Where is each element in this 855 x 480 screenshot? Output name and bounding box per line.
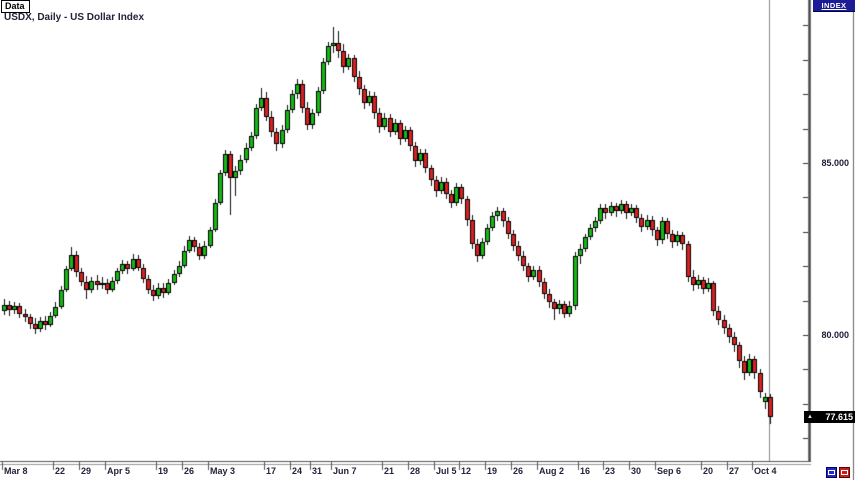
- date-tick-label: Mar 8: [4, 466, 28, 476]
- index-button[interactable]: INDEX: [813, 0, 855, 12]
- date-tick-label: Aug 2: [539, 466, 565, 476]
- date-tick-label: May 3: [210, 466, 236, 476]
- chart-title: USDX, Daily - US Dollar Index: [4, 12, 145, 23]
- date-tick-label: 29: [81, 466, 92, 476]
- date-tick-label: Jul 5: [436, 466, 457, 476]
- date-tick-label: 12: [461, 466, 472, 476]
- date-tick-label: Sep 6: [657, 466, 682, 476]
- date-tick-label: 22: [55, 466, 66, 476]
- date-tick-label: 24: [292, 466, 303, 476]
- date-tick-label: 31: [312, 466, 323, 476]
- date-tick-label: 21: [384, 466, 395, 476]
- price-axis-label: 80.000: [821, 330, 849, 340]
- horizontal-slider-icon: [828, 470, 835, 475]
- date-tick-label: 16: [580, 466, 591, 476]
- date-tick-label: 19: [487, 466, 498, 476]
- date-tick-label: Oct 4: [754, 466, 777, 476]
- horizontal-slider-icon: [841, 470, 848, 475]
- date-tick-label: 17: [266, 466, 277, 476]
- date-tick-label: 23: [605, 466, 616, 476]
- current-price-value: 77.615: [825, 412, 853, 422]
- price-axis-label: 85.000: [821, 158, 849, 168]
- date-tick-label: Jun 7: [333, 466, 357, 476]
- date-tick-label: 20: [703, 466, 714, 476]
- scroll-button[interactable]: [839, 467, 850, 478]
- date-tick-label: 26: [184, 466, 195, 476]
- up-triangle-icon: ▲: [807, 414, 813, 420]
- date-tick-label: 19: [158, 466, 169, 476]
- date-tick-label: Apr 5: [107, 466, 131, 476]
- current-price-badge: ▲ 77.615: [804, 411, 855, 423]
- date-tick-label: 30: [631, 466, 642, 476]
- date-tick-label: 26: [513, 466, 524, 476]
- pan-button[interactable]: [826, 467, 837, 478]
- date-tick-label: 28: [410, 466, 421, 476]
- date-tick-label: 27: [729, 466, 740, 476]
- data-tab[interactable]: Data: [1, 0, 30, 13]
